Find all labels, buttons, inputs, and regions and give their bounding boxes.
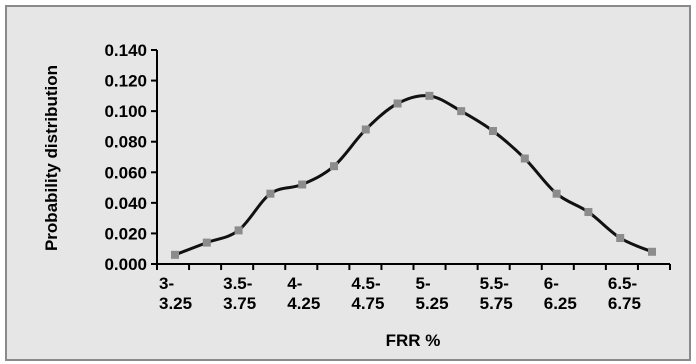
data-point bbox=[361, 125, 370, 134]
y-tick-label: 0.000 bbox=[104, 255, 147, 274]
x-tick-label: 3- bbox=[159, 274, 174, 293]
y-tick-label: 0.080 bbox=[104, 133, 147, 152]
x-axis-ticks: 3-3.25 3.5-3.75 4-4.25 4.5-4.75 5-5.25 5.5-5.… bbox=[156, 264, 671, 313]
data-point bbox=[425, 91, 434, 100]
y-axis-ticks: 0.000 0.020 0.040 0.060 0.080 0.100 0.120 0.140 bbox=[104, 41, 157, 274]
x-tick-label: 3.75 bbox=[223, 294, 256, 313]
data-point bbox=[648, 247, 656, 256]
data-point bbox=[616, 234, 625, 243]
x-axis-title: FRR % bbox=[386, 331, 441, 350]
series-markers bbox=[171, 91, 656, 259]
x-tick-label: 4- bbox=[287, 274, 302, 293]
data-point bbox=[202, 238, 211, 247]
x-tick-label: 4.25 bbox=[287, 294, 320, 313]
data-point bbox=[330, 162, 338, 171]
y-axis-title: Probability distribution bbox=[42, 65, 61, 251]
data-point bbox=[489, 127, 497, 136]
data-point bbox=[266, 189, 275, 198]
x-tick-label: 5.25 bbox=[416, 294, 449, 313]
x-tick-label: 6.5- bbox=[608, 274, 637, 293]
x-tick-label: 3.5- bbox=[223, 274, 252, 293]
data-point bbox=[584, 208, 593, 217]
y-tick-label: 0.020 bbox=[104, 224, 147, 243]
chart-frame bbox=[5, 5, 691, 361]
x-tick-label: 6.25 bbox=[544, 294, 577, 313]
x-tick-label: 5.5- bbox=[480, 274, 509, 293]
x-tick-label: 4.5- bbox=[351, 274, 380, 293]
series-line bbox=[173, 94, 654, 257]
x-tick-label: 5- bbox=[416, 274, 431, 293]
data-point bbox=[393, 99, 402, 108]
x-tick-label: 6.75 bbox=[608, 294, 641, 313]
y-tick-label: 0.100 bbox=[104, 102, 147, 121]
y-tick-label: 0.120 bbox=[104, 72, 147, 91]
x-tick-label: 4.75 bbox=[351, 294, 384, 313]
y-tick-label: 0.060 bbox=[104, 163, 147, 182]
data-point bbox=[552, 189, 561, 198]
x-tick-label: 3.25 bbox=[159, 294, 192, 313]
data-point bbox=[171, 250, 179, 259]
data-point bbox=[520, 154, 529, 163]
y-tick-label: 0.040 bbox=[104, 194, 147, 213]
x-tick-label: 6- bbox=[544, 274, 559, 293]
data-point bbox=[234, 226, 243, 235]
x-tick-label: 5.75 bbox=[480, 294, 513, 313]
y-tick-label: 0.140 bbox=[104, 41, 147, 60]
data-point bbox=[457, 107, 466, 116]
data-point bbox=[298, 180, 307, 189]
